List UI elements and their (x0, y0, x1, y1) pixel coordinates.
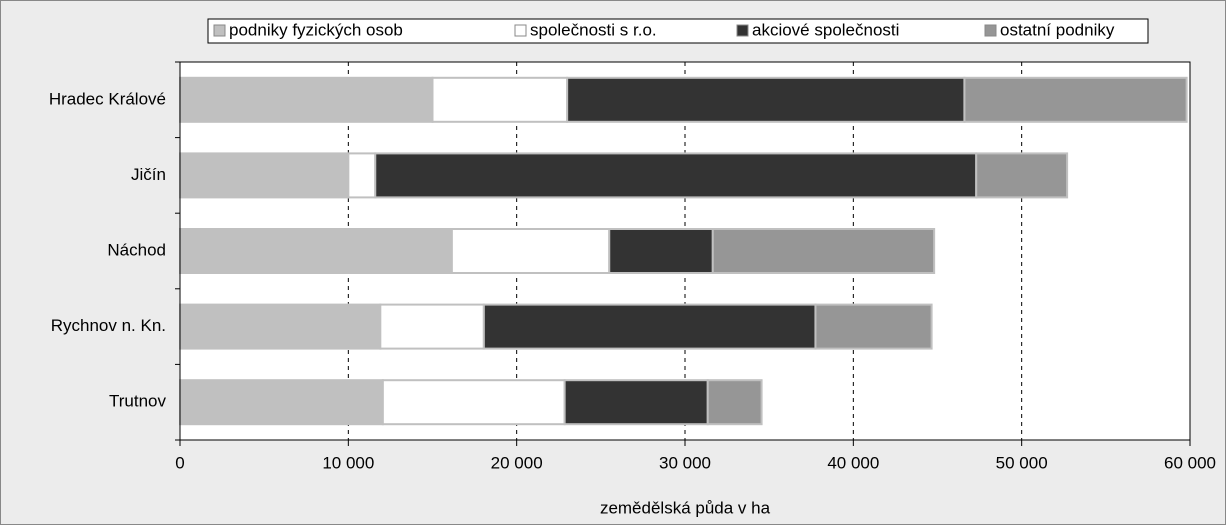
bar-segment (379, 303, 485, 350)
legend-label: společnosti s r.o. (530, 20, 657, 39)
bar-segment (814, 303, 933, 350)
bar-segment (975, 152, 1069, 199)
bar-segment (179, 379, 384, 426)
x-tick-label: 20 000 (491, 453, 543, 472)
legend-swatch (514, 24, 527, 37)
bar-segment (450, 228, 611, 274)
y-tick-label: Rychnov n. Kn. (51, 316, 166, 335)
legend-swatch (984, 24, 997, 37)
bar-segment (179, 152, 350, 199)
bar-segment (566, 76, 966, 123)
x-tick-label: 50 000 (996, 453, 1048, 472)
bar-segment (711, 228, 936, 274)
y-tick-label: Hradec Králové (49, 89, 166, 108)
x-tick-label: 10 000 (322, 453, 374, 472)
bar-segment (563, 379, 709, 426)
bar-segment (963, 76, 1188, 123)
bar-segment (482, 303, 817, 350)
x-tick-label: 60 000 (1164, 453, 1216, 472)
legend-label: ostatní podniky (1000, 20, 1115, 39)
legend-swatch (736, 24, 749, 37)
bar-segment (431, 76, 569, 123)
bar-segment (347, 152, 377, 199)
bar-segment (374, 152, 978, 199)
bar-segment (706, 379, 763, 426)
legend-label: podniky fyzických osob (229, 20, 403, 39)
legend-swatch (213, 24, 226, 37)
bar-segment (608, 228, 714, 274)
x-tick-label: 30 000 (659, 453, 711, 472)
x-tick-label: 0 (175, 453, 184, 472)
x-tick-label: 40 000 (827, 453, 879, 472)
bar-segment (179, 76, 434, 123)
y-tick-label: Trutnov (109, 392, 167, 411)
bar-segment (179, 303, 382, 350)
plot-border (179, 61, 1191, 441)
x-axis-label: zemědělská půda v ha (600, 498, 771, 517)
legend-label: akciové společnosti (752, 20, 899, 39)
y-tick-label: Náchod (107, 240, 166, 259)
y-tick-label: Jičín (131, 165, 166, 184)
bar-segment (381, 379, 566, 426)
bar-segment (179, 228, 453, 274)
